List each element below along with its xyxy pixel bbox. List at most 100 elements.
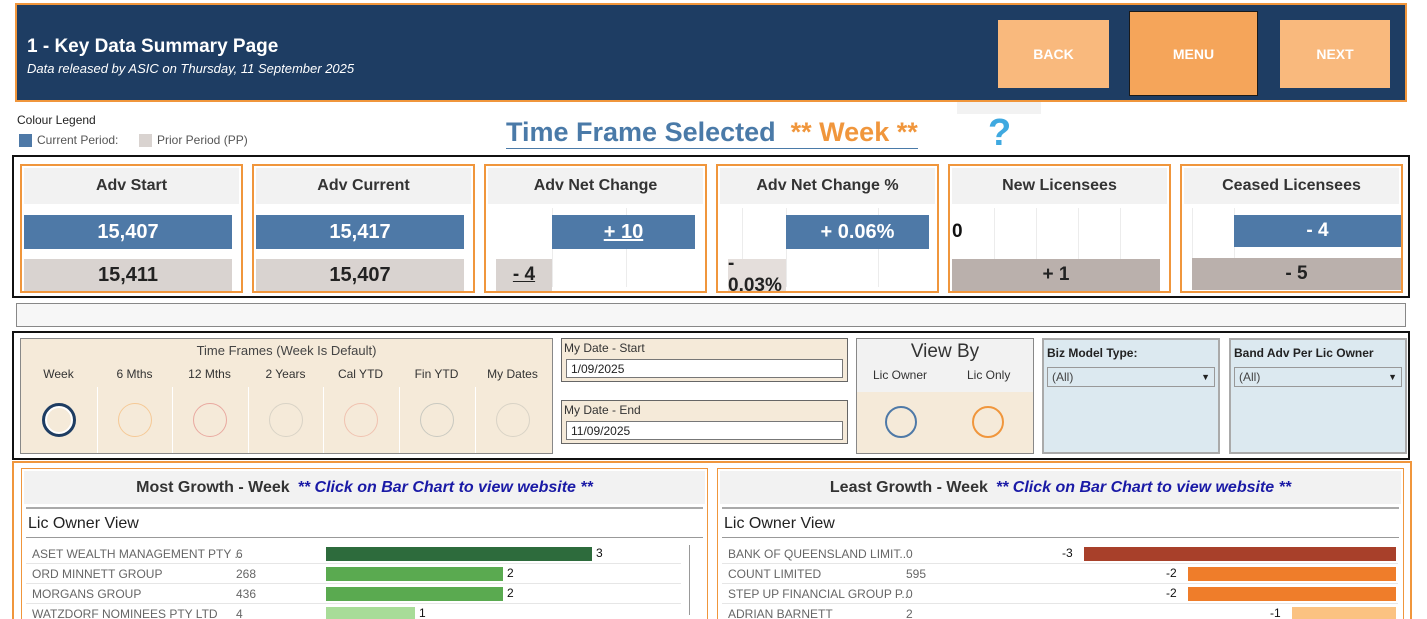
list-item[interactable]: WATZDORF NOMINEES PTY LTD 4 1 (26, 604, 681, 619)
chevron-down-icon: ▼ (1388, 372, 1397, 382)
bar-chart-bar[interactable] (1084, 547, 1396, 561)
bar-chart-bar[interactable] (326, 587, 503, 601)
colour-legend-title: Colour Legend (17, 113, 96, 127)
time-frame-prefix: Time Frame Selected (506, 117, 776, 147)
bar-chart-bar[interactable] (326, 607, 415, 619)
list-item[interactable]: ORD MINNETT GROUP 268 2 (26, 564, 681, 584)
my-date-start-input[interactable]: 1/09/2025 (566, 359, 843, 378)
bar-data-label: -2 (1166, 586, 1177, 600)
list-item[interactable]: ADRIAN BARNETT 2 -1 (722, 604, 1398, 619)
divider (26, 507, 703, 509)
time-frame-value: ** Week ** (790, 117, 918, 147)
divider (97, 387, 98, 453)
least-growth-title: Least Growth - Week (829, 478, 988, 496)
kpi-current-value[interactable]: + 10 (552, 215, 695, 249)
list-item[interactable]: COUNT LIMITED 595 -2 (722, 564, 1398, 584)
bar-chart-bar[interactable] (1292, 607, 1396, 619)
kpi-title: Adv Start (24, 168, 239, 204)
time-frame-radio-week[interactable] (42, 403, 76, 437)
most-growth-header: Most Growth - Week ** Click on Bar Chart… (24, 471, 705, 504)
my-date-end: My Date - End 11/09/2025 (561, 400, 848, 444)
row-count: 6 (236, 547, 243, 561)
scrollbar[interactable] (689, 545, 699, 615)
prior-period-swatch (139, 133, 152, 147)
band-adv-dropdown[interactable]: (All) ▼ (1234, 367, 1402, 387)
legend-current: Current Period: (19, 133, 118, 147)
bar-data-label: 2 (507, 586, 514, 600)
gridline (1192, 208, 1193, 287)
bar-data-label: -3 (1062, 546, 1073, 560)
time-frames-selector: Time Frames (Week Is Default) Week 6 Mth… (20, 338, 553, 454)
next-button[interactable]: NEXT (1280, 20, 1390, 88)
time-frame-radio-6-mths[interactable] (118, 403, 152, 437)
bar-chart-bar[interactable] (326, 547, 592, 561)
least-growth-header: Least Growth - Week ** Click on Bar Char… (720, 471, 1401, 504)
kpi-prior-value: - 0.03% (728, 253, 786, 296)
bar-chart-bar[interactable] (1188, 567, 1396, 581)
my-date-end-input[interactable]: 11/09/2025 (566, 421, 843, 440)
most-growth-panel: Most Growth - Week ** Click on Bar Chart… (21, 468, 708, 619)
kpi-new-licensees: New Licensees 0 + 1 (948, 164, 1171, 293)
divider (323, 387, 324, 453)
time-frame-radio-12-mths[interactable] (193, 403, 227, 437)
time-frame-option-label: My Dates (487, 367, 538, 381)
kpi-current-value: - 4 (1234, 215, 1401, 247)
divider (248, 387, 249, 453)
kpi-prior-value[interactable]: - 4 (496, 259, 552, 291)
back-button[interactable]: BACK (998, 20, 1109, 88)
gridline (1120, 208, 1121, 287)
bar-data-label: 3 (596, 546, 603, 560)
dropdown-value: (All) (1239, 370, 1261, 384)
list-item[interactable]: MORGANS GROUP 436 2 (26, 584, 681, 604)
chevron-down-icon: ▼ (1201, 372, 1210, 382)
row-name: COUNT LIMITED (728, 567, 822, 581)
kpi-prior-value: 15,411 (24, 259, 232, 291)
view-by-radio-lic-owner[interactable] (885, 406, 917, 438)
least-growth-subtitle: Lic Owner View (724, 515, 835, 532)
divider (722, 537, 1399, 538)
kpi-title: Adv Net Change (488, 168, 703, 204)
most-growth-hint: ** Click on Bar Chart to view website ** (297, 478, 593, 496)
view-by-option-label: Lic Owner (873, 368, 928, 382)
bar-data-label: -2 (1166, 566, 1177, 580)
kpi-adv-current: Adv Current 15,417 15,407 (252, 164, 475, 293)
menu-button[interactable]: MENU (1129, 11, 1258, 96)
time-frame-radio-my-dates[interactable] (496, 403, 530, 437)
band-adv-label: Band Adv Per Lic Owner (1234, 346, 1374, 360)
divider (722, 507, 1399, 509)
biz-model-type-filter: Biz Model Type: (All) ▼ (1042, 338, 1220, 454)
time-frames-title: Time Frames (Week Is Default) (196, 343, 377, 358)
list-item[interactable]: STEP UP FINANCIAL GROUP P.. 0 -2 (722, 584, 1398, 604)
view-by-title: View By (910, 341, 980, 362)
time-frame-option-label: Fin YTD (414, 367, 459, 381)
kpi-ceased-licensees: Ceased Licensees - 4 - 5 (1180, 164, 1403, 293)
kpi-prior-value: 15,407 (256, 259, 464, 291)
gridline (1234, 208, 1235, 287)
view-by-radio-lic-only[interactable] (972, 406, 1004, 438)
page-subtitle: Data released by ASIC on Thursday, 11 Se… (27, 61, 355, 76)
bar-data-label: -1 (1270, 606, 1281, 619)
list-item[interactable]: BANK OF QUEENSLAND LIMIT.. 0 -3 (722, 544, 1398, 564)
row-name: MORGANS GROUP (32, 587, 142, 601)
time-frame-radio-cal-ytd[interactable] (344, 403, 378, 437)
time-frame-radio-fin-ytd[interactable] (420, 403, 454, 437)
bar-chart-bar[interactable] (1188, 587, 1396, 601)
bar-chart-bar[interactable] (326, 567, 503, 581)
kpi-adv-start: Adv Start 15,407 15,411 (20, 164, 243, 293)
time-frame-radio-2-years[interactable] (269, 403, 303, 437)
biz-model-type-label: Biz Model Type: (1047, 346, 1138, 360)
divider (172, 387, 173, 453)
row-name: ORD MINNETT GROUP (32, 567, 163, 581)
band-adv-filter: Band Adv Per Lic Owner (All) ▼ (1229, 338, 1407, 454)
kpi-current-value: 15,407 (24, 215, 232, 249)
kpi-title: Adv Current (256, 168, 471, 204)
time-frame-selected-title: Time Frame Selected ** Week ** (506, 116, 918, 149)
row-count: 2 (906, 607, 913, 619)
list-item[interactable]: ASET WEALTH MANAGEMENT PTY .. 6 3 (26, 544, 681, 564)
legend-current-label: Current Period: (37, 133, 119, 147)
row-name: ASET WEALTH MANAGEMENT PTY .. (32, 547, 242, 561)
question-mark-icon[interactable]: ? (988, 112, 1012, 154)
row-name: STEP UP FINANCIAL GROUP P.. (728, 587, 909, 601)
most-growth-title: Most Growth - Week (136, 478, 290, 496)
biz-model-type-dropdown[interactable]: (All) ▼ (1047, 367, 1215, 387)
